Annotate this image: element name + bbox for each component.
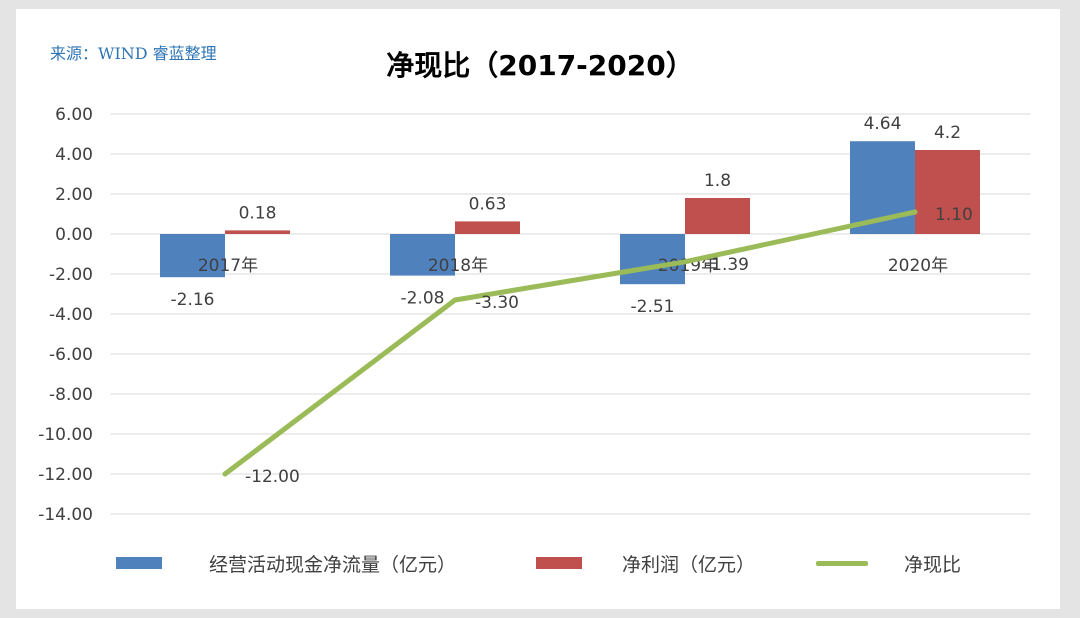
bar (915, 150, 980, 234)
y-tick-label: -4.00 (49, 305, 93, 325)
chart-title: 净现比（2017-2020） (386, 49, 694, 82)
bar-data-label: 0.18 (239, 203, 277, 223)
x-category-label: 2019年 (658, 256, 718, 276)
legend-item-operating-cash-flow: 经营活动现金净流量（亿元） (116, 548, 456, 578)
y-tick-label: -10.00 (38, 425, 93, 445)
bar (620, 234, 685, 285)
bar-data-label: 1.8 (704, 171, 731, 191)
bar-data-label: 0.63 (469, 194, 507, 214)
bar-data-label: -2.51 (631, 297, 675, 317)
source-note: 来源：WIND 睿蓝整理 (50, 44, 217, 63)
x-category-label: 2018年 (428, 256, 488, 276)
legend-item-net-profit: 净利润（亿元） (536, 548, 755, 578)
line-data-label: -12.00 (245, 467, 300, 487)
bar-data-label: 4.64 (864, 114, 902, 134)
legend-label-operating-cash-flow: 经营活动现金净流量（亿元） (209, 553, 457, 576)
bar (225, 230, 290, 234)
y-tick-label: -12.00 (38, 465, 93, 485)
y-tick-label: -14.00 (38, 505, 93, 525)
ratio-line-point (222, 471, 228, 477)
y-tick-label: 6.00 (55, 105, 93, 125)
y-tick-label: -8.00 (49, 385, 93, 405)
bar (455, 221, 520, 234)
bar-data-label: -2.08 (401, 289, 445, 309)
ratio-line-point (682, 259, 688, 265)
x-category-label: 2020年 (888, 256, 948, 276)
y-tick-label: -6.00 (49, 345, 93, 365)
legend-swatch-net-profit (536, 557, 582, 569)
legend-label-net-cash-ratio: 净现比 (904, 553, 962, 576)
bar (160, 234, 225, 278)
legend-swatch-operating-cash-flow (116, 557, 162, 569)
ratio-line-point (912, 209, 918, 215)
ratio-line-point (452, 297, 458, 303)
y-tick-label: 4.00 (55, 145, 93, 165)
bar-data-label: -2.16 (171, 290, 215, 310)
y-tick-label: -2.00 (49, 265, 93, 285)
legend-item-net-cash-ratio: 净现比 (816, 548, 961, 578)
line-data-label: 1.10 (935, 205, 973, 225)
line-data-label: -1.39 (705, 255, 749, 275)
ratio-line (222, 209, 918, 477)
bar (390, 234, 455, 276)
y-tick-label: 2.00 (55, 185, 93, 205)
bar-data-label: 4.2 (934, 123, 961, 143)
chart-legend: 经营活动现金净流量（亿元） 净利润（亿元） 净现比 (0, 548, 1080, 578)
x-category-label: 2017年 (198, 256, 258, 276)
line-data-label: -3.30 (475, 293, 519, 313)
y-tick-label: 0.00 (55, 225, 93, 245)
legend-swatch-net-cash-ratio (816, 560, 868, 566)
legend-label-net-profit: 净利润（亿元） (622, 553, 756, 576)
bar (685, 198, 750, 234)
